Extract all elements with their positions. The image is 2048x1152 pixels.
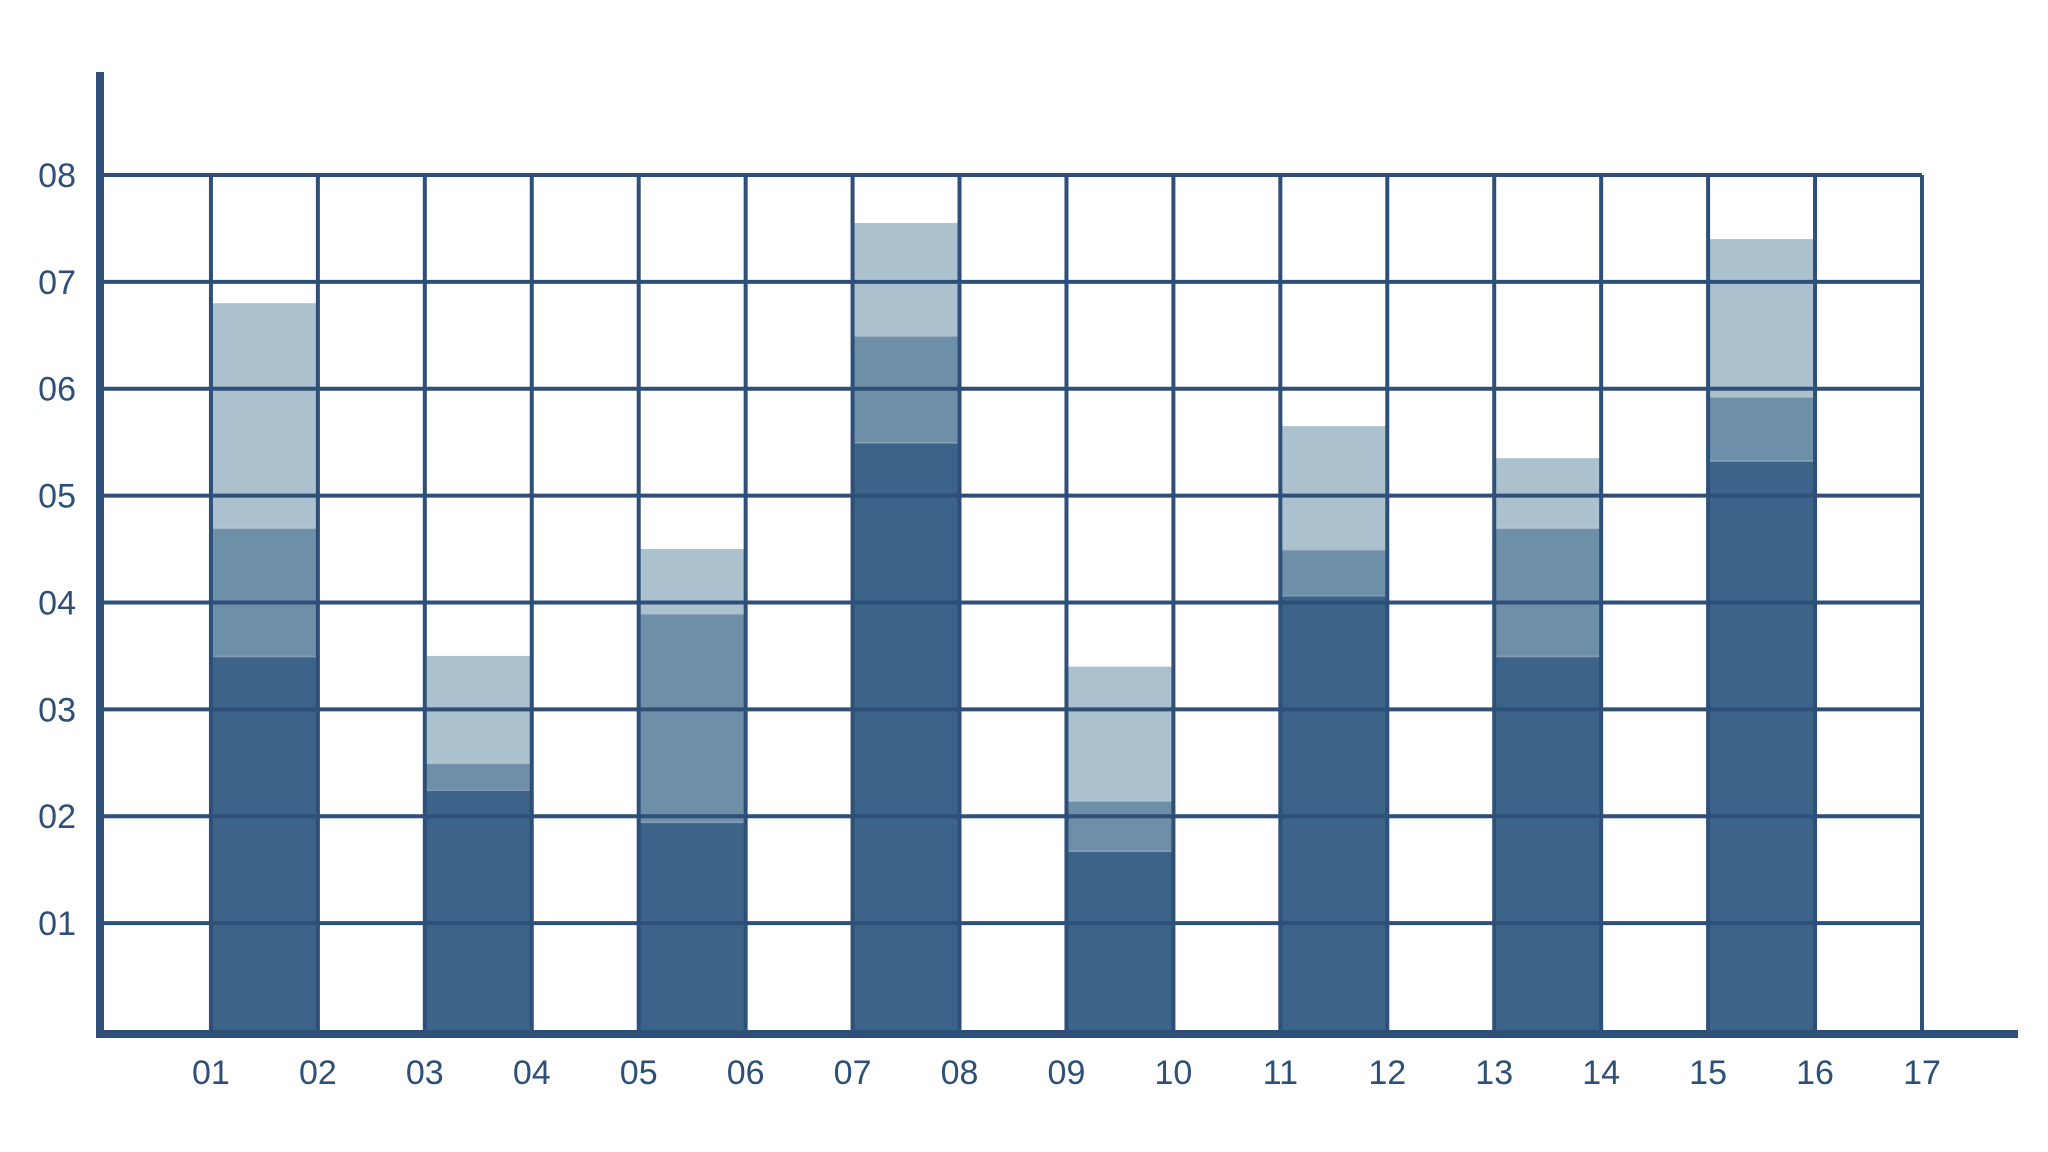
axis-layer	[96, 72, 2018, 1038]
x-tick-label: 14	[1582, 1054, 1620, 1092]
x-tick-label: 10	[1154, 1054, 1192, 1092]
x-tick-label: 11	[1263, 1054, 1298, 1092]
y-tick-label: 02	[38, 798, 76, 836]
bar-6-segment-1	[1280, 594, 1388, 1030]
y-tick-label: 05	[38, 478, 76, 516]
y-tick-label: 06	[38, 371, 76, 409]
x-tick-label: 15	[1689, 1054, 1727, 1092]
y-tick-label: 01	[38, 905, 76, 943]
bar-6-segment-2	[1280, 549, 1388, 595]
bar-8-segment-2	[1708, 396, 1816, 461]
tick-labels: 01 02 03 04 05 06 07 08 09 10 11 12 13 14 15 16 17 01 02 03…	[38, 157, 1941, 1092]
bar-1-segment-3	[210, 303, 318, 528]
y-tick-label: 03	[38, 691, 76, 729]
bar-3-segment-1	[638, 821, 746, 1030]
x-tick-label: 16	[1796, 1054, 1834, 1092]
x-tick-label: 17	[1903, 1054, 1941, 1092]
x-tick-label: 08	[941, 1054, 979, 1092]
bar-4-segment-3	[852, 223, 960, 336]
bar-2-segment-1	[424, 789, 532, 1030]
bar-5-segment-1	[1066, 850, 1174, 1030]
bar-2-segment-2	[424, 762, 532, 790]
y-tick-label: 07	[38, 264, 76, 302]
bar-4-segment-1	[852, 442, 960, 1030]
bar-5-segment-2	[1066, 800, 1174, 851]
bar-1-segment-1	[210, 655, 318, 1030]
bar-5-segment-3	[1066, 666, 1174, 801]
x-tick-label: 01	[192, 1054, 230, 1092]
bars-layer	[210, 223, 1816, 1030]
x-tick-label: 03	[406, 1054, 444, 1092]
bar-7-segment-2	[1494, 527, 1602, 656]
bar-8-segment-1	[1708, 460, 1816, 1030]
x-tick-label: 02	[299, 1054, 337, 1092]
x-tick-label: 09	[1048, 1054, 1086, 1092]
x-tick-label: 04	[513, 1054, 551, 1092]
x-tick-label: 05	[620, 1054, 658, 1092]
bar-3-segment-2	[638, 613, 746, 822]
x-tick-label: 13	[1475, 1054, 1513, 1092]
y-tick-label: 08	[38, 157, 76, 195]
x-tick-label: 07	[834, 1054, 872, 1092]
x-tick-label: 06	[727, 1054, 765, 1092]
bar-6-segment-3	[1280, 426, 1388, 550]
bar-8-segment-3	[1708, 239, 1816, 397]
x-tick-label: 12	[1368, 1054, 1406, 1092]
grid-layer	[104, 172, 1924, 1030]
bar-7-segment-3	[1494, 458, 1602, 528]
y-tick-label: 04	[38, 584, 76, 622]
bar-7-segment-1	[1494, 655, 1602, 1030]
bar-1-segment-2	[210, 527, 318, 656]
